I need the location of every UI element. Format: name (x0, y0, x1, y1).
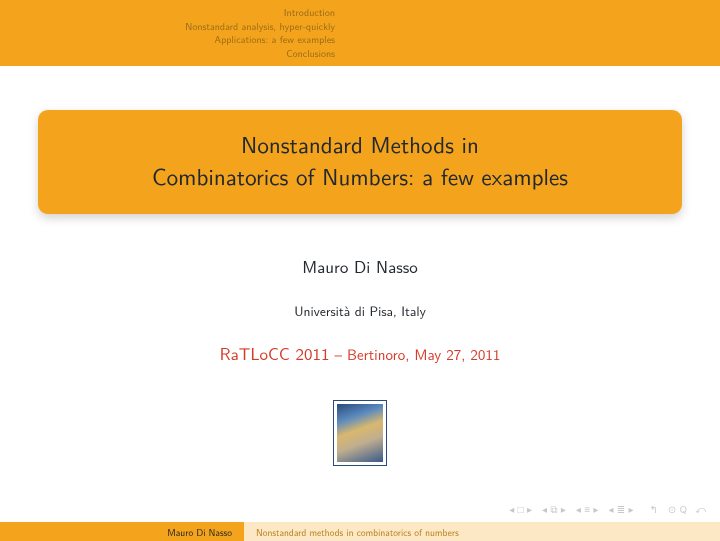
title-line-2: Combinatorics of Numbers: a few examples (58, 160, 662, 192)
title-image-content (337, 404, 383, 462)
nav-subsection-icon[interactable]: ◂ ≣ ▸ (608, 502, 633, 517)
title-line-1: Nonstandard Methods in (58, 128, 662, 160)
nav-item[interactable]: Nonstandard analysis, hyper-quickly (5, 20, 335, 34)
beamer-nav-icons: ◂ □ ▸ ◂ ⧉ ▸ ◂ ≡ ▸ ◂ ≣ ▸ ↰ ⊙ Q ⤺ (509, 502, 706, 517)
nav-back-icon[interactable]: ↰ (650, 502, 658, 517)
nav-section-icon[interactable]: ◂ ≡ ▸ (576, 502, 599, 517)
venue-name: RaTLoCC 2011 (220, 341, 330, 366)
nav-item[interactable]: Conclusions (5, 47, 335, 61)
nav-item[interactable]: Introduction (5, 6, 335, 20)
header-nav: Introduction Nonstandard analysis, hyper… (5, 6, 335, 60)
venue-rest: Bertinoro, May 27, 2011 (329, 343, 500, 365)
footer-bar: Mauro Di Nasso Nonstandard methods in co… (0, 522, 720, 541)
venue-line: RaTLoCC 2011Bertinoro, May 27, 2011 (0, 341, 720, 366)
nav-search-icon[interactable]: ⊙ Q ⤺ (668, 502, 706, 517)
footer-author: Mauro Di Nasso (0, 522, 244, 541)
nav-first-icon[interactable]: ◂ □ ▸ (509, 502, 532, 517)
footer-title: Nonstandard methods in combinatorics of … (244, 522, 720, 541)
header-bar: Introduction Nonstandard analysis, hyper… (0, 0, 720, 66)
title-block: Nonstandard Methods in Combinatorics of … (38, 110, 682, 214)
nav-prev-icon[interactable]: ◂ ⧉ ▸ (542, 502, 566, 517)
title-image (333, 400, 387, 466)
nav-item[interactable]: Applications: a few examples (5, 33, 335, 47)
author-name: Mauro Di Nasso (0, 254, 720, 279)
affiliation: Università di Pisa, Italy (0, 301, 720, 321)
